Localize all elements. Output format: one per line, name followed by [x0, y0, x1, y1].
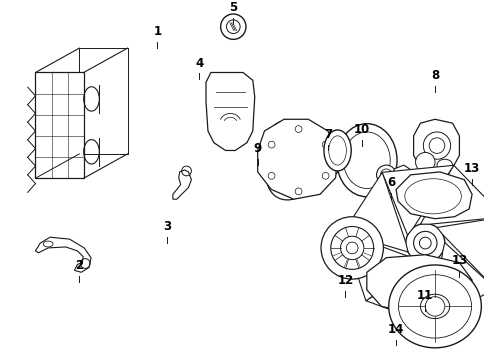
Polygon shape [267, 121, 342, 200]
Text: 13: 13 [464, 162, 480, 175]
Text: 7: 7 [324, 128, 332, 141]
Polygon shape [173, 170, 192, 199]
Text: 2: 2 [75, 259, 83, 272]
Ellipse shape [337, 124, 397, 197]
Circle shape [331, 226, 374, 269]
Text: 1: 1 [153, 26, 161, 39]
Circle shape [271, 133, 326, 188]
Polygon shape [258, 119, 338, 199]
Polygon shape [420, 165, 490, 224]
Polygon shape [396, 172, 472, 219]
Text: 14: 14 [388, 323, 404, 336]
Circle shape [406, 224, 445, 262]
Circle shape [416, 152, 435, 172]
Text: 5: 5 [229, 1, 238, 14]
Text: 11: 11 [417, 288, 434, 302]
Polygon shape [382, 165, 454, 235]
Text: 4: 4 [195, 57, 203, 69]
Ellipse shape [389, 265, 481, 348]
Polygon shape [414, 119, 460, 172]
Polygon shape [79, 48, 127, 154]
Polygon shape [366, 258, 438, 325]
Text: 6: 6 [387, 176, 395, 189]
Polygon shape [343, 233, 421, 301]
Polygon shape [35, 237, 91, 272]
Text: 8: 8 [431, 69, 439, 82]
Text: 9: 9 [253, 142, 262, 155]
Ellipse shape [324, 130, 351, 171]
Circle shape [419, 237, 431, 249]
Polygon shape [394, 165, 410, 185]
Polygon shape [437, 217, 490, 288]
Text: 3: 3 [163, 220, 171, 233]
Polygon shape [343, 172, 408, 252]
Circle shape [321, 217, 383, 279]
Ellipse shape [437, 159, 453, 171]
Polygon shape [35, 72, 84, 178]
Polygon shape [433, 243, 490, 325]
Text: 12: 12 [337, 274, 353, 287]
Polygon shape [367, 255, 472, 313]
Ellipse shape [420, 294, 450, 319]
Polygon shape [206, 72, 255, 150]
Circle shape [220, 14, 246, 39]
Circle shape [377, 165, 396, 185]
Circle shape [423, 132, 451, 159]
Text: 13: 13 [451, 255, 467, 267]
Text: 10: 10 [354, 123, 370, 136]
